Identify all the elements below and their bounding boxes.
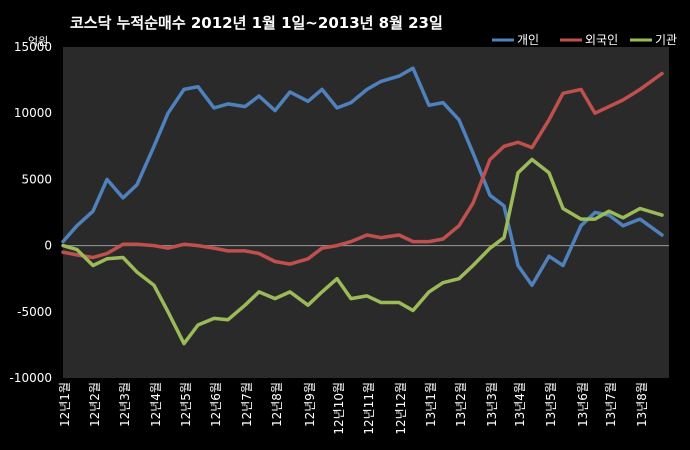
series-line-2 — [61, 71, 664, 266]
x-tick-label: 13년7월 — [604, 382, 618, 427]
x-tick-label: 13년4월 — [513, 382, 527, 427]
x-tick-label: 12년8월 — [270, 382, 284, 427]
x-tick-label: 12년12월 — [394, 382, 408, 435]
plot-area — [63, 47, 669, 378]
x-tick-label: 13년2월 — [454, 382, 468, 427]
y-unit-label: 억원 — [28, 35, 48, 48]
series-line-3 — [61, 157, 664, 346]
x-tick-label: 12년4월 — [149, 382, 163, 427]
x-tick-label: 13년1월 — [424, 382, 438, 427]
x-tick-label: 13년8월 — [635, 382, 649, 427]
x-tick-label: 12년9월 — [303, 382, 317, 427]
chart-title: 코스닥 누적순매수 2012년 1월 1일~2013년 8월 23일 — [70, 14, 443, 32]
y-tick-label: 15000 — [14, 40, 52, 54]
y-tick-label: 10000 — [14, 106, 52, 120]
y-tick-label: 5000 — [21, 172, 52, 186]
y-tick-label: -5000 — [17, 305, 52, 319]
x-tick-label: 13년5월 — [544, 382, 558, 427]
y-tick-label: 0 — [44, 239, 52, 253]
legend-label-2: 외국인 — [585, 33, 618, 47]
x-tick-label: 12년10월 — [332, 382, 346, 435]
x-tick-label: 12년3월 — [118, 382, 132, 427]
x-tick-label: 12년1월 — [58, 382, 72, 427]
y-tick-label: -10000 — [9, 371, 52, 385]
x-tick-label: 12년2월 — [88, 382, 102, 427]
series-line-1 — [61, 66, 664, 288]
x-tick-label: 13년3월 — [485, 382, 499, 427]
legend-label-3: 기관 — [655, 33, 677, 47]
x-tick-label: 13년6월 — [576, 382, 590, 427]
x-tick-label: 12년6월 — [209, 382, 223, 427]
x-tick-label: 12년7월 — [240, 382, 254, 427]
legend-label-1: 개인 — [517, 33, 539, 47]
x-tick-label: 12년11월 — [362, 382, 376, 435]
x-tick-label: 12년5월 — [179, 382, 193, 427]
